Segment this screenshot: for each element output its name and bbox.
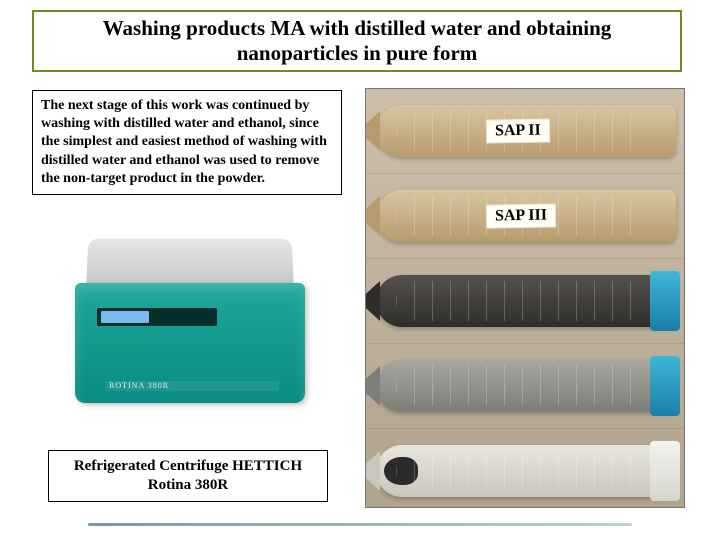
description-box: The next stage of this work was continue… [32,90,342,195]
tube-row [366,344,684,429]
tube-label: SAP II [486,118,550,143]
tube-row: SAP II [366,89,684,174]
tube-tip-icon [365,111,380,151]
centrifuge-model-plate: ROTINA 380R [105,381,279,391]
sample-tubes-photo: SAP II SAP III [365,88,685,508]
equipment-image: ROTINA 380R [60,225,320,415]
title-box: Washing products MA with distilled water… [32,10,682,72]
tube-tip-icon [365,196,380,236]
graduation-marks [396,366,646,406]
tube-row: SAP III [366,174,684,259]
tube-row [366,429,684,508]
tube-tip-icon [365,366,380,406]
tube-tip-icon [365,281,380,321]
tube-label: SAP III [486,203,556,228]
tube-tip-icon [365,451,380,491]
tube-2: SAP III [376,190,676,242]
equipment-caption-box: Refrigerated Centrifuge HETTICH Rotina 3… [48,450,328,502]
tube-1: SAP II [376,105,676,157]
page-title: Washing products MA with distilled water… [42,16,672,66]
description-text: The next stage of this work was continue… [41,97,333,188]
tube-row [366,259,684,344]
footer-divider [88,523,632,526]
tube-5 [376,445,676,497]
centrifuge-screen [101,311,149,323]
tube-4 [376,360,676,412]
graduation-marks [396,281,646,321]
tube-3 [376,275,676,327]
equipment-caption: Refrigerated Centrifuge HETTICH Rotina 3… [55,457,321,495]
graduation-marks [396,451,646,491]
tube-cap-icon [650,271,680,331]
centrifuge-illustration: ROTINA 380R [75,238,305,403]
tube-cap-icon [650,441,680,501]
tube-cap-icon [650,356,680,416]
